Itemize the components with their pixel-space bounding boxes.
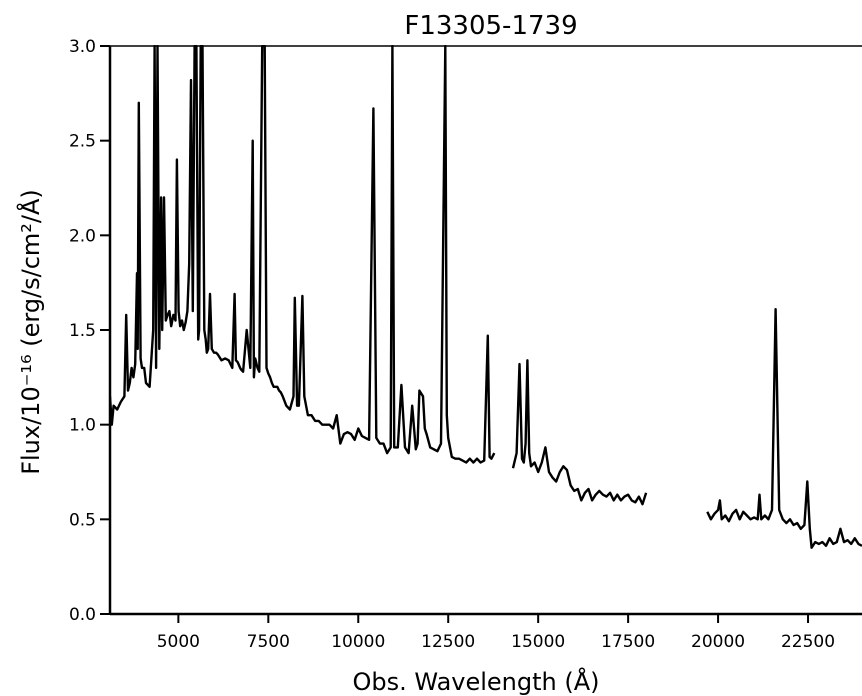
y-axis-ticks: 0.0 0.5 1.0 1.5 2.0 2.5 3.0 [69,37,110,625]
y-axis-title: Flux/10⁻¹⁶ (erg/s/cm²/Å) [16,189,45,475]
spectrum-line-segment-2 [511,359,648,506]
x-tick-label: 10000 [331,632,385,652]
x-tick-label: 17500 [601,632,655,652]
x-axis-ticks: 5000 7500 10000 12500 15000 17500 20000 22500 [157,614,835,652]
plot-area [110,45,862,549]
x-tick-label: 15000 [511,632,565,652]
x-tick-label: 12500 [421,632,475,652]
x-tick-label: 5000 [157,632,200,652]
y-tick-label: 0.0 [69,605,96,625]
y-tick-label: 2.0 [69,226,96,246]
spectrum-line-segment-3 [706,308,862,549]
y-tick-label: 0.5 [69,510,96,530]
y-tick-label: 2.5 [69,132,96,152]
y-tick-label: 1.5 [69,321,96,341]
y-tick-label: 1.0 [69,416,96,436]
y-tick-label: 3.0 [69,37,96,57]
chart-title: F13305-1739 [404,11,577,41]
spectrum-line-segment-1 [110,45,496,464]
x-axis-title: Obs. Wavelength (Å) [352,667,599,696]
x-tick-label: 7500 [247,632,290,652]
x-tick-label: 20000 [691,632,745,652]
x-tick-label: 22500 [781,632,835,652]
